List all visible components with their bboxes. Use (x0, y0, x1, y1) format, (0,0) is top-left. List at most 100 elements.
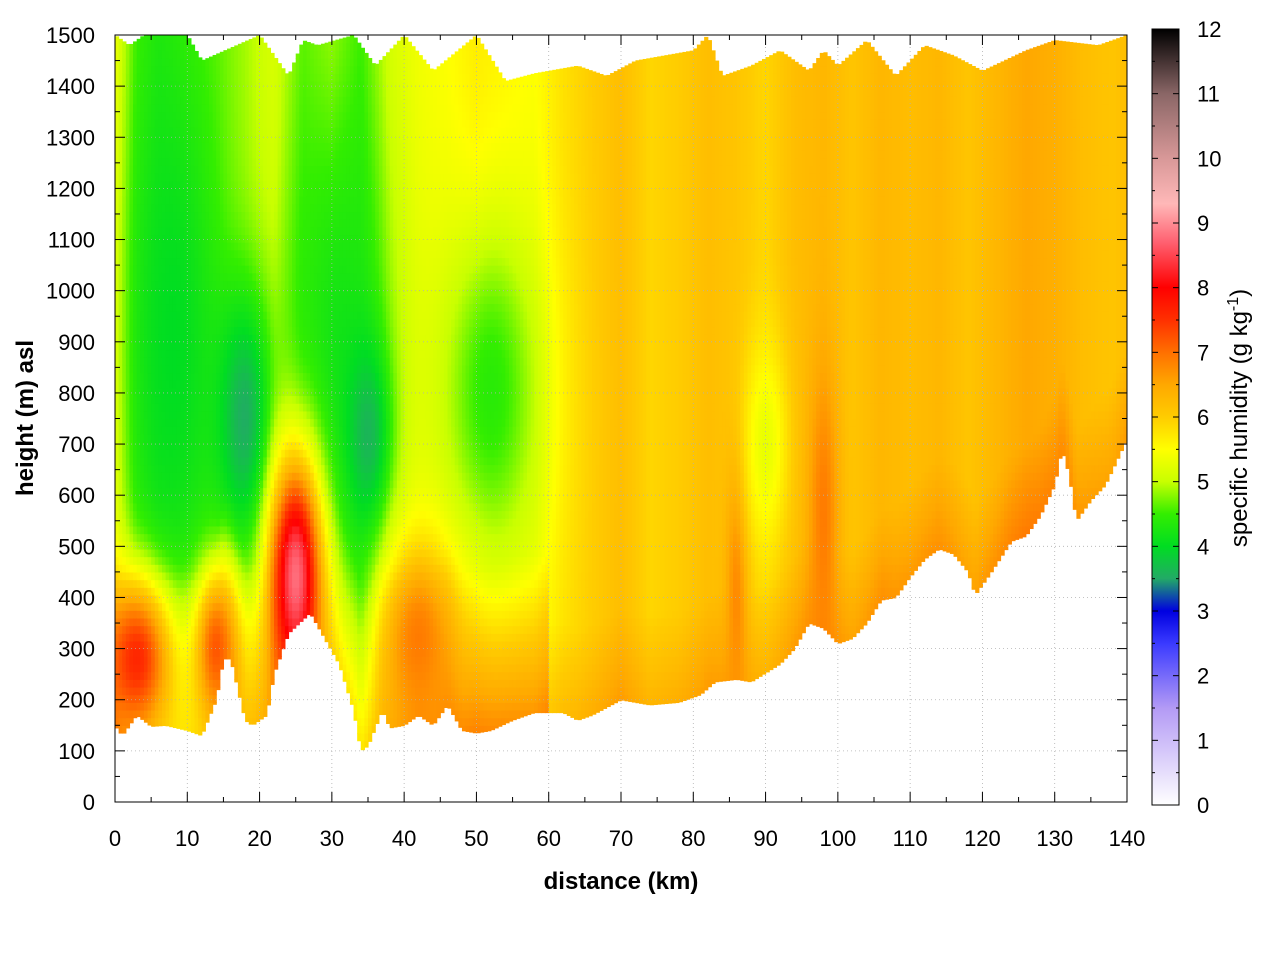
field-cell (198, 556, 203, 565)
field-cell (252, 364, 257, 374)
field-cell (183, 334, 188, 343)
field-cell (310, 73, 315, 82)
field-cell (208, 679, 214, 688)
field-cell (125, 387, 131, 397)
field-cell (154, 242, 159, 251)
field-cell (187, 226, 192, 236)
field-cell (122, 449, 127, 458)
field-cell (302, 280, 308, 289)
field-cell (190, 311, 196, 320)
field-cell (321, 395, 326, 404)
field-cell (122, 648, 127, 657)
field-cell (201, 203, 206, 213)
field-cell (169, 663, 174, 673)
field-cell (274, 472, 279, 481)
field-cell (194, 587, 199, 596)
field-cell (151, 495, 156, 504)
field-cell (281, 119, 286, 128)
field-cell (187, 242, 192, 251)
field-cell (266, 518, 272, 527)
field-cell (115, 219, 120, 228)
field-cell (147, 134, 152, 143)
field-cell (284, 464, 290, 473)
field-cell (255, 211, 261, 220)
field-cell (198, 265, 203, 274)
field-cell (190, 65, 196, 74)
field-cell (219, 73, 225, 82)
field-cell (158, 403, 163, 412)
field-cell (241, 203, 246, 213)
field-cell (306, 426, 311, 435)
field-cell (169, 579, 174, 588)
field-cell (194, 395, 199, 404)
field-cell (115, 104, 120, 113)
field-cell (317, 571, 322, 581)
field-cell (313, 556, 318, 565)
field-cell (288, 571, 293, 581)
field-cell (122, 104, 127, 113)
field-cell (161, 58, 167, 67)
field-cell (241, 150, 246, 159)
field-cell (118, 58, 123, 67)
field-cell (147, 380, 152, 389)
field-cell (321, 234, 326, 243)
field-cell (205, 165, 210, 174)
field-cell (245, 633, 250, 642)
field-cell (147, 203, 152, 213)
field-cell (313, 502, 318, 512)
field-cell (292, 541, 297, 550)
field-cell (230, 441, 235, 450)
field-cell (302, 249, 308, 259)
field-cell (151, 127, 156, 136)
field-cell (151, 564, 156, 573)
field-cell (169, 617, 174, 627)
field-cell (147, 502, 152, 512)
field-cell (216, 357, 221, 366)
field-cell (281, 157, 286, 166)
field-cell (122, 694, 127, 703)
field-cell (270, 479, 275, 489)
field-cell (151, 617, 156, 627)
field-cell (151, 410, 156, 420)
field-cell (216, 640, 221, 650)
field-cell (122, 709, 127, 719)
field-cell (234, 226, 239, 236)
field-cell (270, 518, 275, 527)
field-cell (183, 702, 188, 711)
field-cell (281, 556, 286, 565)
field-cell (151, 188, 156, 197)
field-cell (306, 173, 311, 182)
field-cell (154, 602, 159, 611)
field-cell (310, 104, 315, 113)
field-cell (140, 487, 145, 496)
field-cell (227, 387, 232, 397)
field-cell (172, 640, 178, 650)
field-cell (234, 571, 239, 581)
field-cell (255, 58, 261, 67)
field-cell (136, 449, 141, 458)
field-cell (208, 571, 214, 581)
field-cell (248, 150, 253, 159)
field-cell (274, 219, 279, 228)
field-cell (313, 594, 318, 604)
field-cell (292, 610, 297, 619)
field-cell (118, 610, 123, 619)
field-cell (237, 671, 243, 680)
field-cell (223, 594, 228, 604)
field-cell (252, 694, 257, 703)
field-cell (201, 633, 206, 642)
field-cell (122, 418, 127, 427)
field-cell (237, 50, 243, 59)
field-cell (169, 196, 174, 205)
field-cell (299, 510, 304, 519)
field-cell (151, 441, 156, 450)
field-cell (122, 311, 127, 320)
field-cell (147, 58, 152, 67)
field-cell (302, 211, 308, 220)
field-cell (115, 518, 120, 527)
field-cell (133, 403, 138, 412)
field-cell (292, 372, 297, 381)
field-cell (125, 272, 131, 282)
field-cell (172, 518, 178, 527)
field-cell (266, 219, 272, 228)
